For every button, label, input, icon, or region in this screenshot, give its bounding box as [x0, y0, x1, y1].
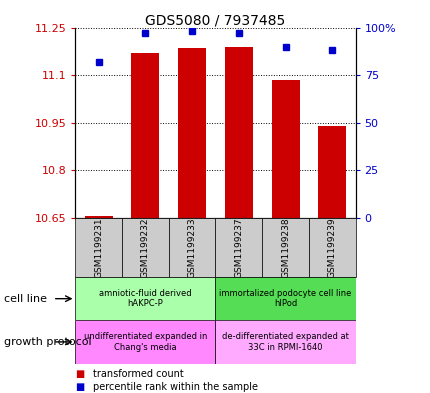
Text: GSM1199233: GSM1199233 — [187, 217, 196, 278]
Text: GSM1199237: GSM1199237 — [234, 217, 243, 278]
Bar — [122, 218, 169, 277]
Bar — [75, 218, 122, 277]
Bar — [224, 46, 252, 218]
Bar — [75, 277, 215, 320]
Text: transformed count: transformed count — [92, 369, 183, 379]
Bar — [271, 80, 299, 218]
Text: GSM1199239: GSM1199239 — [327, 217, 336, 278]
Text: ■: ■ — [75, 382, 84, 392]
Text: cell line: cell line — [4, 294, 47, 304]
Text: GSM1199232: GSM1199232 — [141, 217, 150, 278]
Text: growth protocol: growth protocol — [4, 337, 92, 347]
Bar — [308, 218, 355, 277]
Bar — [215, 277, 355, 320]
Bar — [85, 216, 113, 218]
Bar — [169, 218, 215, 277]
Text: ■: ■ — [75, 369, 84, 379]
Text: undifferentiated expanded in
Chang's media: undifferentiated expanded in Chang's med… — [83, 332, 207, 352]
Text: GSM1199238: GSM1199238 — [280, 217, 289, 278]
Bar — [131, 53, 159, 218]
Text: immortalized podocyte cell line
hIPod: immortalized podocyte cell line hIPod — [219, 289, 351, 309]
Bar — [261, 218, 308, 277]
Bar — [215, 320, 355, 364]
Bar — [75, 320, 215, 364]
Bar — [317, 126, 345, 218]
Text: GDS5080 / 7937485: GDS5080 / 7937485 — [145, 14, 285, 28]
Text: de-differentiated expanded at
33C in RPMI-1640: de-differentiated expanded at 33C in RPM… — [221, 332, 348, 352]
Text: amniotic-fluid derived
hAKPC-P: amniotic-fluid derived hAKPC-P — [99, 289, 191, 309]
Text: percentile rank within the sample: percentile rank within the sample — [92, 382, 257, 392]
Bar — [215, 218, 261, 277]
Bar — [178, 48, 206, 218]
Text: GSM1199231: GSM1199231 — [94, 217, 103, 278]
